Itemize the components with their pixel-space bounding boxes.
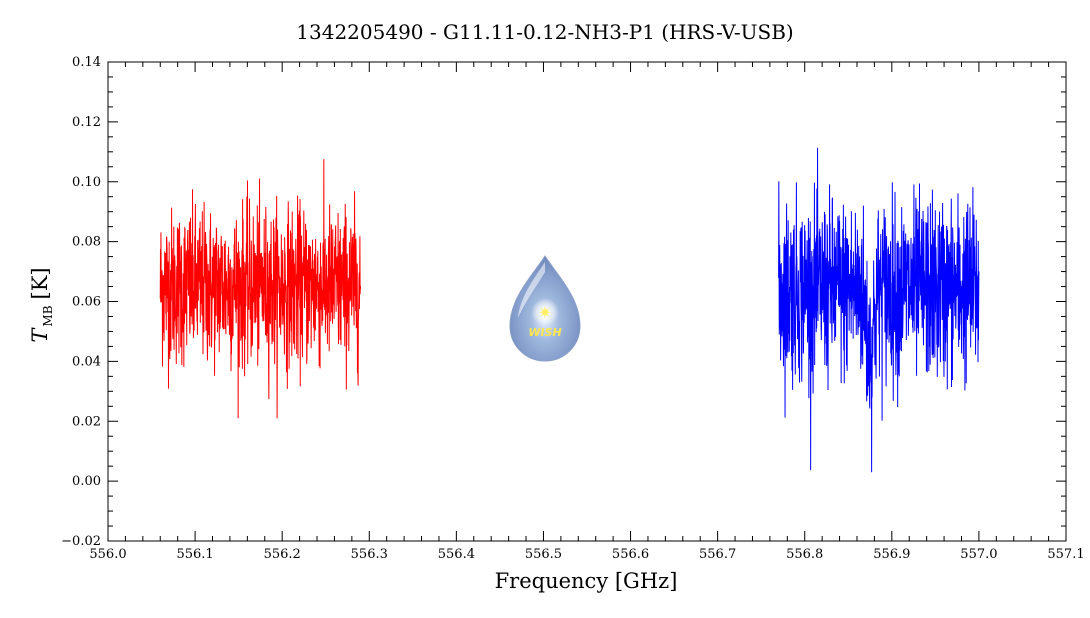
spectrum-series-2	[778, 147, 980, 473]
x-tick-label: 557.0	[960, 547, 997, 562]
y-axis-label-unit: [K]	[28, 267, 52, 299]
y-axis-label-main: T	[28, 327, 52, 343]
x-tick-label: 556.8	[786, 547, 823, 562]
x-tick-label: 556.0	[89, 547, 126, 562]
x-tick-label: 556.1	[176, 547, 213, 562]
y-axis-label-sub: MB	[41, 305, 55, 326]
x-tick-label: 556.4	[438, 547, 475, 562]
y-tick-label: 0.00	[72, 474, 101, 489]
y-tick-label: −0.02	[61, 534, 101, 549]
svg-text:TMB[K]: TMB [K]	[28, 267, 55, 342]
wish-star-icon: ✷	[538, 303, 551, 322]
x-tick-label: 556.2	[264, 547, 301, 562]
wish-logo: ✷ WISH	[509, 255, 581, 362]
axes-layer: 556.0 556.1 556.2 556.3 556.4 556.5 556.6 556.7…	[61, 55, 1084, 562]
x-tick-label: 556.3	[351, 547, 388, 562]
spectrum-series-1	[159, 159, 362, 419]
y-axis-label: TMB [K]	[28, 267, 55, 342]
y-tick-label: 0.10	[72, 175, 101, 190]
x-tick-label: 556.7	[699, 547, 736, 562]
series-layer	[159, 147, 980, 473]
wish-logo-text: WISH	[528, 326, 561, 339]
y-tick-label: 0.02	[72, 414, 101, 429]
x-tick-label: 556.9	[873, 547, 910, 562]
y-tick-label: 0.12	[72, 115, 101, 130]
x-tick-label: 556.6	[612, 547, 649, 562]
y-tick-label: 0.14	[72, 55, 101, 70]
y-tick-label: 0.04	[72, 354, 101, 369]
wish-glow	[531, 298, 559, 326]
x-axis-label: Frequency [GHz]	[495, 569, 678, 593]
x-tick-label: 556.5	[525, 547, 562, 562]
chart-title: 1342205490 - G11.11-0.12-NH3-P1 (HRS-V-U…	[296, 20, 793, 44]
x-tick-label: 557.1	[1047, 547, 1084, 562]
wish-drop-highlight	[518, 262, 545, 318]
y-tick-label: 0.06	[72, 295, 101, 310]
y-tick-label: 0.08	[72, 235, 101, 250]
